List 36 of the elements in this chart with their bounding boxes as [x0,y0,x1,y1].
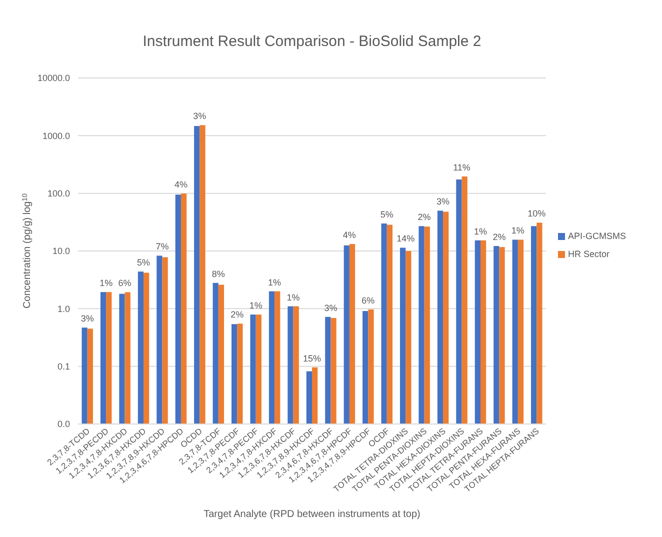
annotation: 10% [528,208,546,219]
annotation: 11% [453,162,470,172]
y-tick-label: 1.0 [57,304,70,314]
y-tick-label: 0.0 [57,419,70,430]
y-tick-label: 100.0 [47,188,70,198]
y-tick-label: 0.1 [57,361,70,372]
annotation: 1% [474,226,487,236]
annotation: 2% [492,232,506,242]
legend-label: HR Sector [568,249,610,259]
annotation: 1% [100,278,113,288]
annotation: 3% [436,196,450,207]
y-tick-label: 10.0 [52,246,70,256]
x-axis-title: Target Analyte (RPD between instruments at top) [204,509,420,520]
annotation: 2% [418,212,431,222]
annotation: 4% [174,180,188,190]
annotation: 4% [342,230,356,240]
annotation: 3% [80,314,94,324]
annotation: 3% [324,302,338,313]
annotation: 5% [380,209,394,220]
annotation: 6% [362,295,375,306]
annotation: 1% [268,277,282,288]
annotation: 8% [212,268,225,279]
annotation: 15% [302,353,322,364]
annotation: 3% [193,111,206,122]
annotation: 14% [396,234,415,244]
y-tick-label: 1000.0 [42,130,70,141]
annotation: 6% [118,278,132,288]
legend-label: API-GCMSMS [568,231,626,241]
annotation: 2% [230,310,244,320]
annotation: 1% [286,292,300,302]
annotation: 1% [249,300,262,311]
annotation: 1% [511,226,524,236]
annotation: 7% [156,242,169,252]
chart-title: Instrument Result Comparison - BioSolid Sample 2 [142,33,482,50]
annotation: 5% [137,258,150,268]
y-tick-label: 10000.0 [37,73,70,84]
